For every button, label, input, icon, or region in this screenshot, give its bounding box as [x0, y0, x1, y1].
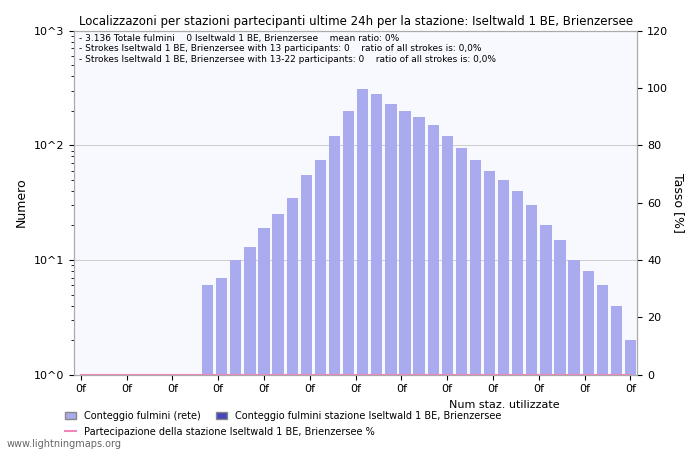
Bar — [118, 375, 129, 450]
Bar — [428, 125, 439, 450]
Bar — [456, 148, 467, 450]
Y-axis label: Tasso [%]: Tasso [%] — [672, 173, 685, 233]
Bar — [216, 278, 228, 450]
Bar — [343, 111, 354, 450]
Bar — [484, 171, 495, 450]
Bar — [470, 160, 481, 450]
Bar — [357, 89, 368, 450]
Bar — [202, 285, 214, 450]
Bar — [596, 285, 608, 450]
Bar — [90, 375, 101, 450]
Text: www.lightningmaps.org: www.lightningmaps.org — [7, 439, 122, 449]
Bar — [230, 260, 241, 450]
Text: Num staz. utilizzate: Num staz. utilizzate — [449, 400, 559, 410]
Bar — [610, 306, 622, 450]
Bar — [554, 240, 566, 450]
Bar — [540, 225, 552, 450]
Bar — [582, 271, 594, 450]
Bar — [132, 375, 143, 450]
Bar — [301, 175, 312, 450]
Bar — [104, 375, 115, 450]
Bar — [329, 136, 340, 450]
Bar — [371, 94, 382, 450]
Y-axis label: Numero: Numero — [15, 178, 28, 228]
Bar — [146, 375, 157, 450]
Bar — [272, 214, 284, 450]
Bar — [315, 160, 326, 450]
Bar — [526, 205, 538, 450]
Bar — [75, 375, 87, 450]
Bar — [188, 375, 200, 450]
Bar — [568, 260, 580, 450]
Title: Localizzazoni per stazioni partecipanti ultime 24h per la stazione: Iseltwald 1 : Localizzazoni per stazioni partecipanti … — [78, 15, 633, 28]
Bar — [174, 375, 185, 450]
Bar — [512, 191, 524, 450]
Bar — [414, 117, 425, 450]
Bar — [244, 247, 256, 450]
Bar — [498, 180, 509, 450]
Bar — [442, 136, 453, 450]
Bar — [160, 375, 171, 450]
Bar — [399, 111, 411, 450]
Bar — [385, 104, 396, 450]
Legend: Conteggio fulmini (rete), Conteggio fulmini stazione Iseltwald 1 BE, Brienzersee: Conteggio fulmini (rete), Conteggio fulm… — [61, 407, 505, 425]
Bar — [258, 228, 270, 450]
Legend: Partecipazione della stazione Iseltwald 1 BE, Brienzersee %: Partecipazione della stazione Iseltwald … — [61, 423, 379, 441]
Bar — [625, 340, 636, 450]
Bar — [286, 198, 298, 450]
Text: - 3.136 Totale fulmini    0 Iseltwald 1 BE, Brienzersee    mean ratio: 0%
- Stro: - 3.136 Totale fulmini 0 Iseltwald 1 BE,… — [79, 34, 496, 64]
